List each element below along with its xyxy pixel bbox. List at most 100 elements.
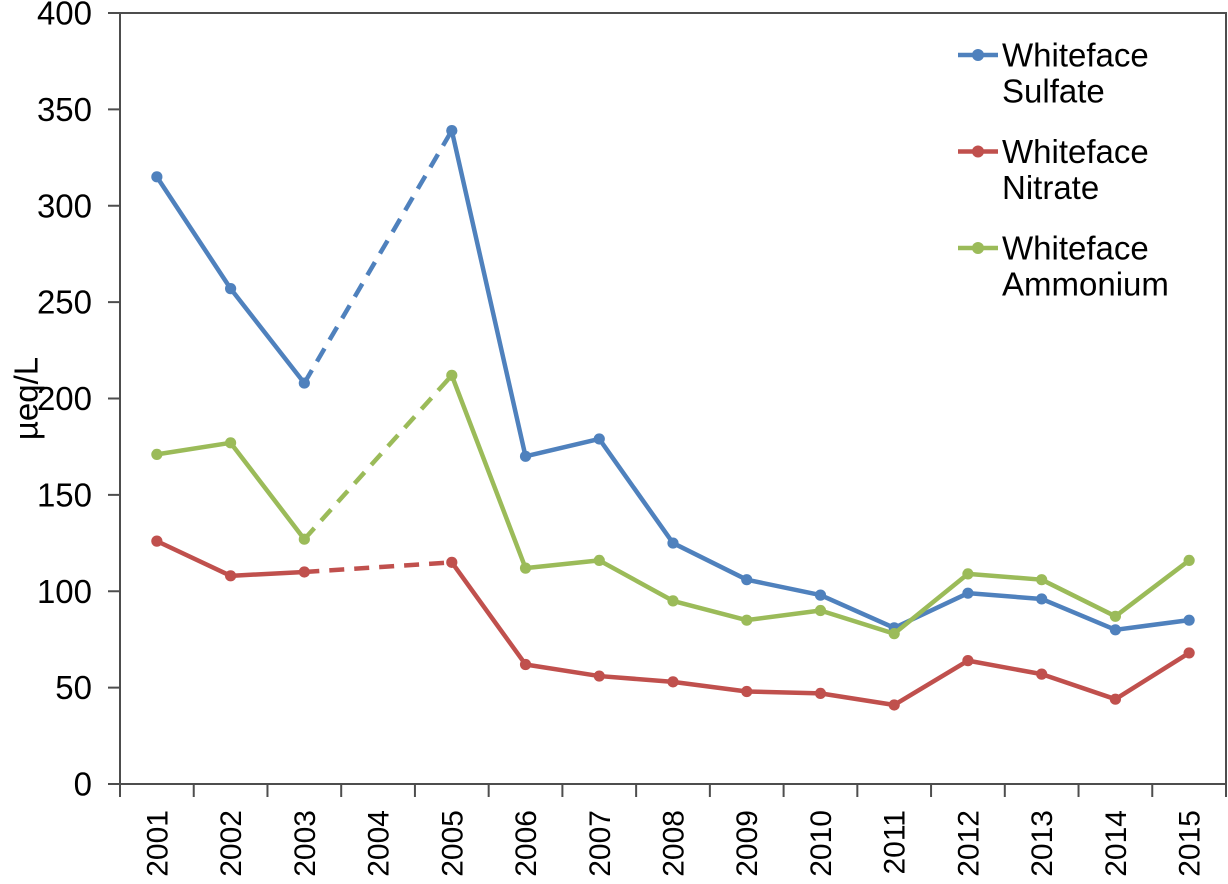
data-point-marker xyxy=(814,604,827,617)
series-segment-dashed xyxy=(304,560,452,575)
series-segment xyxy=(1039,577,1118,619)
data-point-marker xyxy=(298,533,310,545)
data-point-marker xyxy=(225,437,237,449)
x-axis-tick-label: 2015 xyxy=(1174,810,1207,877)
data-point-marker xyxy=(741,614,753,626)
data-point-marker xyxy=(1183,554,1195,567)
x-axis-tick-label: 2010 xyxy=(805,810,838,877)
data-point-marker xyxy=(446,556,458,568)
series-segment xyxy=(1113,650,1192,702)
legend-marker-dot xyxy=(972,242,984,254)
data-point-marker xyxy=(1109,624,1121,636)
series-segment xyxy=(597,436,676,546)
data-point-marker xyxy=(593,670,605,682)
data-point-marker xyxy=(667,537,679,549)
x-axis-tick-label: 2008 xyxy=(658,810,691,877)
x-axis-tick-label: 2005 xyxy=(436,810,469,877)
x-axis-tick-label: 2002 xyxy=(215,810,248,877)
y-axis-tick-label: 150 xyxy=(37,476,92,513)
data-point-marker xyxy=(446,124,458,137)
legend-entry: Whiteface Nitrate xyxy=(958,133,1149,206)
x-axis-tick-label: 2012 xyxy=(952,810,985,877)
data-point-marker xyxy=(151,171,163,183)
data-point-marker xyxy=(741,685,753,698)
y-axis-tick-label: 250 xyxy=(37,284,92,321)
x-axis-tick-label: 2006 xyxy=(510,810,543,877)
x-axis-tick-label: 2003 xyxy=(289,810,322,877)
data-point-marker xyxy=(962,587,974,599)
y-axis-title: µeq/L xyxy=(8,357,45,440)
series-segment xyxy=(670,679,749,694)
y-axis-tick-label: 50 xyxy=(55,669,92,706)
data-point-marker xyxy=(888,628,900,640)
data-point-marker xyxy=(1036,668,1048,680)
data-point-marker xyxy=(519,450,532,462)
series-segment xyxy=(1113,617,1192,633)
series-segment xyxy=(891,571,971,636)
data-point-marker xyxy=(1183,614,1195,626)
series-segment-dashed xyxy=(302,129,454,385)
series-whiteface-ammonium xyxy=(151,369,1195,640)
y-axis-tick-label: 400 xyxy=(37,0,92,32)
series-segment xyxy=(523,662,602,679)
data-point-marker xyxy=(741,574,753,586)
series-segment xyxy=(597,673,676,685)
data-point-marker xyxy=(962,568,974,580)
data-point-marker xyxy=(667,676,679,688)
series-segment xyxy=(965,571,1044,582)
series-segment xyxy=(1113,558,1192,619)
legend-label: Whiteface Sulfate xyxy=(1002,37,1149,110)
series-segment xyxy=(965,658,1044,677)
legend-label: Whiteface Ammonium xyxy=(1002,230,1169,303)
data-point-marker xyxy=(1036,593,1048,605)
series-segment xyxy=(449,560,528,667)
series-segment xyxy=(154,538,233,579)
legend-entry: Whiteface Ammonium xyxy=(958,230,1169,303)
y-axis-tick-label: 200 xyxy=(37,380,92,417)
series-segment xyxy=(228,569,307,579)
series-segment xyxy=(228,440,307,542)
legend-marker-dot xyxy=(972,145,984,158)
x-axis-tick-label: 2007 xyxy=(584,810,617,877)
series-segment xyxy=(597,558,676,604)
series-segment xyxy=(523,558,602,571)
data-point-marker xyxy=(888,699,900,711)
data-point-marker xyxy=(962,655,974,667)
series-segment xyxy=(670,598,749,623)
y-axis-tick-label: 300 xyxy=(37,187,92,224)
data-point-marker xyxy=(151,535,163,547)
data-point-marker xyxy=(667,595,679,607)
data-point-marker xyxy=(1109,693,1121,705)
data-point-marker xyxy=(814,589,827,601)
x-axis-tick-label: 2009 xyxy=(731,810,764,877)
x-axis-tick-label: 2014 xyxy=(1100,810,1133,877)
data-point-marker xyxy=(1183,647,1195,659)
data-point-marker xyxy=(814,687,827,700)
series-segment xyxy=(228,286,307,386)
data-point-marker xyxy=(298,566,310,578)
y-axis-tick-label: 0 xyxy=(74,766,92,803)
series-segment xyxy=(818,691,897,708)
series-segment xyxy=(154,440,233,457)
data-point-marker xyxy=(225,283,237,295)
data-point-marker xyxy=(298,377,310,389)
series-segment xyxy=(449,373,528,571)
plot-border xyxy=(119,12,1227,785)
data-point-marker xyxy=(519,658,532,671)
series-whiteface-sulfate xyxy=(151,124,1195,636)
y-axis-tick-label: 100 xyxy=(37,573,92,610)
data-point-marker xyxy=(1036,574,1048,586)
data-point-marker xyxy=(151,448,163,460)
data-point-marker xyxy=(225,570,237,582)
series-segment xyxy=(891,658,971,708)
data-point-marker xyxy=(1109,610,1121,622)
data-point-marker xyxy=(446,369,458,381)
y-axis-tick-label: 350 xyxy=(37,91,92,128)
series-segment xyxy=(818,592,897,631)
x-axis-tick-label: 2001 xyxy=(141,810,174,877)
series-segment xyxy=(744,608,823,623)
series-segment xyxy=(744,689,823,696)
series-whiteface-nitrate xyxy=(151,535,1195,711)
